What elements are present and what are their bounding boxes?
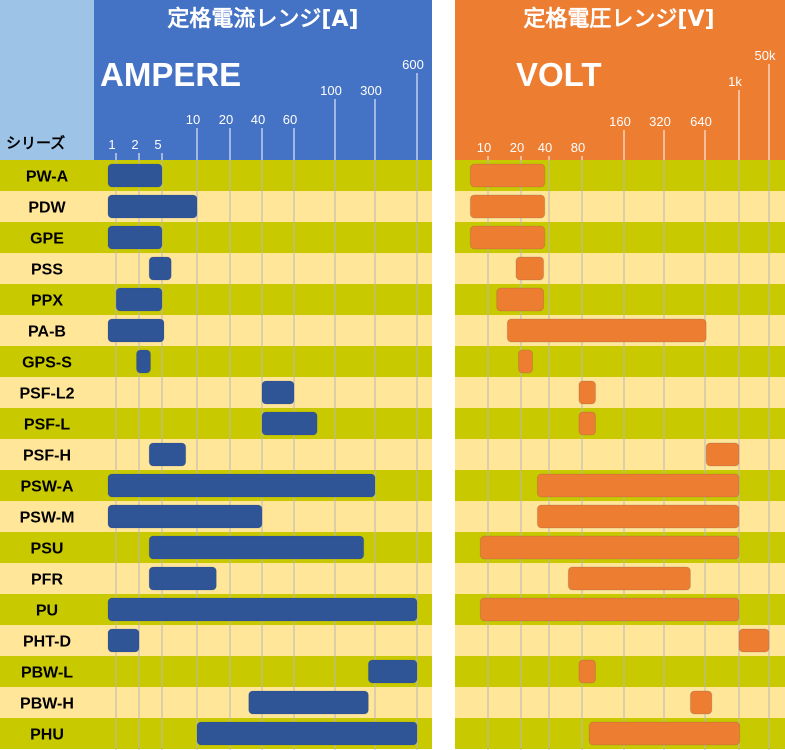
ampere-range-bar (135, 349, 151, 374)
ampere-range-bar (115, 287, 163, 312)
series-label: PSU (31, 541, 64, 558)
series-label: PSW-A (20, 479, 73, 496)
volt-chart-title: 定格電圧レンジ[V] (523, 6, 714, 32)
tick-label: 1k (728, 74, 742, 89)
tick-label: 10 (186, 112, 200, 127)
chart-header: 定格電流レンジ[A] AMPERE 定格電圧レンジ[V] VOLT シリーズ (0, 0, 785, 160)
tick-label: 2 (131, 137, 138, 152)
volt-range-bar (536, 504, 740, 529)
tick-label: 5 (154, 137, 161, 152)
ampere-range-bar (148, 442, 187, 467)
tick-label: 50k (755, 48, 776, 63)
volt-range-bar (469, 225, 546, 250)
volt-range-bar (705, 442, 740, 467)
volt-range-bar (578, 411, 597, 436)
volt-header-bg (455, 0, 785, 160)
volt-range-bar (536, 473, 740, 498)
tick-label: 10 (477, 140, 491, 155)
tick-label: 320 (649, 114, 671, 129)
ampere-range-bar (261, 380, 295, 405)
volt-range-bar (567, 566, 691, 591)
ampere-range-bar (107, 163, 163, 188)
volt-range-bar (689, 690, 713, 715)
ampere-header-bg (94, 0, 432, 160)
panel-gap (432, 0, 455, 750)
series-label: PSF-H (23, 448, 71, 465)
ampere-range-bar (148, 535, 365, 560)
series-header-bg (0, 0, 94, 160)
row-background (0, 377, 785, 408)
series-label: PPX (31, 293, 63, 310)
series-label: PFR (31, 572, 63, 589)
series-label: PSW-M (20, 510, 75, 527)
volt-range-bar (578, 380, 597, 405)
ampere-range-bar (107, 194, 198, 219)
tick-label: 300 (360, 83, 382, 98)
ampere-range-bar (107, 318, 165, 343)
series-column-header: シリーズ (6, 134, 65, 152)
series-label: PW-A (26, 169, 69, 186)
series-label: GPS-S (22, 355, 72, 372)
ampere-range-bar (107, 628, 140, 653)
ampere-range-bar (148, 566, 217, 591)
ampere-chart-title: 定格電流レンジ[A] (167, 6, 358, 32)
volt-range-bar (578, 659, 597, 684)
volt-range-bar (588, 721, 741, 746)
tick-label: 600 (402, 57, 424, 72)
volt-subtitle: VOLT (516, 56, 602, 93)
tick-label: 20 (219, 112, 233, 127)
volt-range-bar (469, 163, 546, 188)
ampere-range-bar (196, 721, 418, 746)
volt-range-bar (518, 349, 534, 374)
ampere-range-bar (107, 473, 376, 498)
tick-label: 40 (538, 140, 552, 155)
ampere-range-bar (107, 504, 263, 529)
row-background (0, 253, 785, 284)
ampere-range-bar (367, 659, 418, 684)
ampere-range-bar (107, 597, 418, 622)
series-label: PSF-L (24, 417, 70, 434)
ampere-range-bar (107, 225, 163, 250)
range-bars (107, 163, 770, 746)
tick-labels: 1 2 5 10 20 40 60 100 300 600 10 20 40 80 160 320 640 1k 5… (108, 48, 776, 155)
ampere-range-bar (248, 690, 369, 715)
series-labels: PW-A PDW GPE PSS PPX PA-B GPS-S PSF-L2 PSF-L PSF-… (19, 169, 74, 744)
tick-label: 640 (690, 114, 712, 129)
tick-label: 40 (251, 112, 265, 127)
tick-label: 1 (108, 137, 115, 152)
volt-range-bar (738, 628, 770, 653)
volt-range-bar (479, 597, 740, 622)
series-label: PSF-L2 (19, 386, 74, 403)
row-background (0, 439, 785, 470)
series-label: PBW-H (20, 696, 74, 713)
series-label: PA-B (28, 324, 66, 341)
row-background (0, 346, 785, 377)
series-label: GPE (30, 231, 64, 248)
row-background (0, 408, 785, 439)
ampere-range-bar (148, 256, 172, 281)
volt-range-bar (469, 194, 546, 219)
tick-label: 160 (609, 114, 631, 129)
volt-range-bar (506, 318, 707, 343)
tick-label: 20 (510, 140, 524, 155)
series-label: PHT-D (23, 634, 71, 651)
series-label: PSS (31, 262, 63, 279)
series-label: PBW-L (21, 665, 73, 682)
ampere-range-bar (261, 411, 318, 436)
series-label: PDW (28, 200, 66, 217)
tick-label: 100 (320, 83, 342, 98)
tick-label: 80 (571, 140, 585, 155)
series-label: PU (36, 603, 58, 620)
series-label: PHU (30, 727, 64, 744)
tick-label: 60 (283, 112, 297, 127)
volt-range-bar (479, 535, 740, 560)
volt-range-bar (515, 256, 545, 281)
row-background (0, 687, 785, 718)
volt-range-bar (496, 287, 545, 312)
ampere-subtitle: AMPERE (100, 56, 241, 93)
